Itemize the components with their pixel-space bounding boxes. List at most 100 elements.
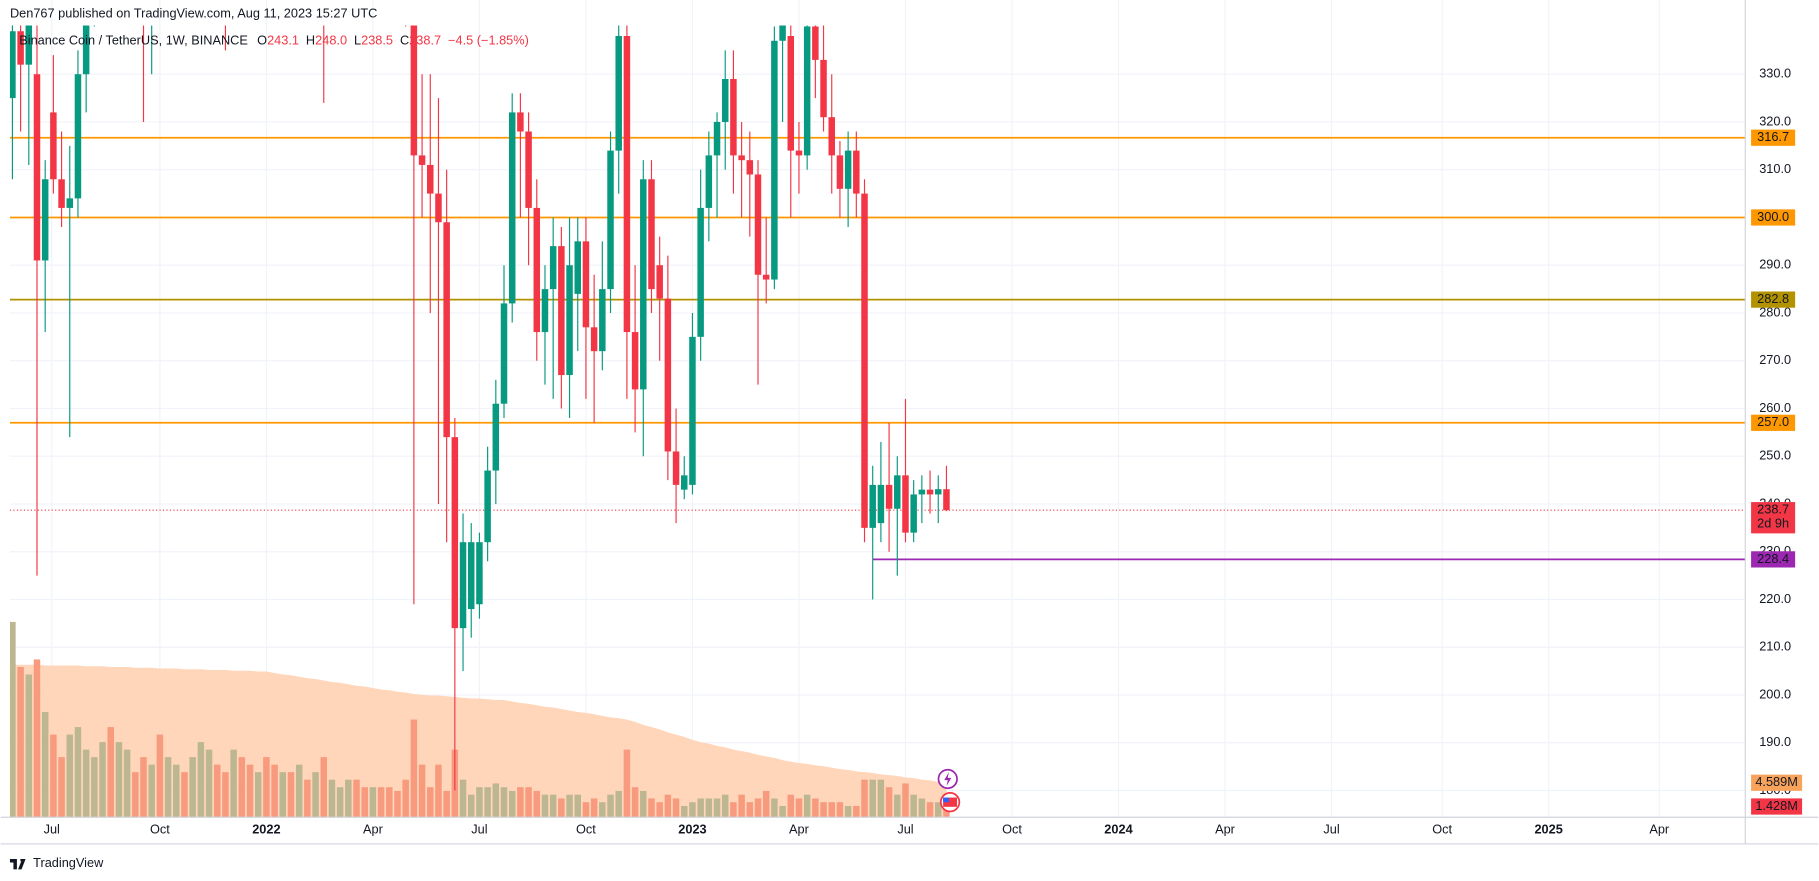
volume-bar	[312, 772, 319, 818]
candle-body	[590, 327, 598, 352]
y-tick-label: 280.0	[1759, 304, 1791, 319]
volume-bar	[107, 727, 114, 818]
x-tick-label: Oct	[1002, 821, 1022, 836]
x-tick-label: Apr	[1215, 821, 1236, 836]
legend-key: H	[306, 33, 315, 48]
axes: 180.0190.0200.0210.0220.0230.0240.0250.0…	[0, 0, 1819, 845]
volume-bar	[640, 790, 647, 818]
candle-body	[705, 155, 713, 208]
volume-bar	[394, 790, 401, 818]
legend-key: C	[400, 33, 409, 48]
candle-body	[484, 470, 491, 543]
volume-bar	[353, 779, 360, 818]
volume-bar	[263, 757, 270, 818]
volume-bar	[566, 794, 573, 818]
volume-bar	[853, 805, 860, 818]
volume-bar	[574, 794, 581, 818]
candle-body	[492, 403, 500, 471]
legend: Binance Coin / TetherUS, 1W, BINANCE O243…	[19, 33, 529, 48]
volume-bar	[713, 798, 721, 818]
candle-body	[836, 155, 844, 189]
candle-body	[885, 484, 893, 509]
volume-bar	[779, 805, 786, 818]
candle-body	[566, 265, 573, 376]
level-label: 257.0	[1757, 414, 1789, 429]
candle-body	[517, 112, 524, 132]
volume-bar	[304, 779, 311, 818]
volume-bar	[787, 794, 795, 818]
y-tick-label: 330.0	[1759, 66, 1791, 81]
volume-bar	[17, 666, 24, 818]
volume-bar	[336, 787, 344, 818]
volume-bar	[99, 742, 106, 818]
candle-body	[541, 289, 549, 333]
x-tick-label: Oct	[1432, 821, 1452, 836]
support-label: 228.4	[1757, 551, 1789, 566]
candle-body	[41, 179, 49, 261]
candle-body	[631, 332, 639, 390]
volume-bar	[582, 802, 590, 818]
candle-body	[681, 475, 688, 490]
volume-bar	[25, 674, 33, 818]
volume-bar	[467, 794, 475, 818]
candle-body	[50, 112, 57, 180]
volume-bar	[197, 742, 205, 818]
volume-bar	[476, 787, 483, 818]
volume-bar	[762, 790, 770, 818]
candle-body	[697, 207, 704, 337]
y-tick-label: 290.0	[1759, 257, 1791, 272]
volume-bar	[410, 719, 418, 818]
legend-key: O	[257, 33, 267, 48]
flag	[943, 797, 958, 807]
candle-body	[721, 78, 729, 122]
volume-bar	[58, 757, 65, 818]
volume-bar	[91, 757, 98, 818]
volume-bar	[222, 772, 229, 818]
volume-bar	[271, 764, 278, 818]
candle-body	[467, 542, 475, 610]
volume-bar	[877, 779, 885, 818]
volume-bar	[820, 802, 827, 818]
volume-bar	[41, 712, 49, 818]
x-tick-label: Apr	[789, 821, 810, 836]
candle-body	[877, 484, 885, 524]
volume-bar	[140, 757, 147, 818]
volume-bar	[795, 798, 803, 818]
candle-body	[648, 179, 655, 290]
candle-body	[410, 25, 418, 156]
volume-bar	[500, 787, 508, 818]
volume-bar	[590, 798, 598, 818]
candle-body	[918, 489, 926, 495]
volume-bar	[902, 783, 909, 818]
y-tick-label: 200.0	[1759, 686, 1791, 701]
volume-bar	[427, 787, 434, 818]
volume-bar	[517, 787, 524, 818]
candle-body	[820, 59, 827, 118]
volume-bar	[320, 757, 328, 818]
legend-key: L	[354, 33, 361, 48]
candle-body	[935, 489, 942, 495]
y-tick-label: 210.0	[1759, 639, 1791, 654]
volume-bar	[295, 764, 303, 818]
candle-body	[58, 179, 65, 208]
x-tick-label: Apr	[1649, 821, 1670, 836]
volume-bar	[558, 798, 565, 818]
legend-value: 248.0	[315, 33, 347, 48]
volume-bar	[599, 802, 606, 818]
volume-ma-box	[1751, 774, 1803, 791]
candle-body	[689, 336, 696, 485]
logo	[9, 858, 26, 870]
candle-body	[435, 193, 442, 223]
candle-body	[943, 489, 950, 511]
volume-bar	[33, 659, 41, 818]
candle-body	[894, 475, 901, 509]
volume-bar	[156, 734, 164, 818]
volume-bar	[369, 787, 377, 818]
candle-body	[795, 150, 803, 156]
candle-body	[418, 155, 426, 165]
volume-bar	[238, 757, 246, 818]
x-tick-label: Jul	[897, 821, 913, 836]
candle-body	[33, 74, 41, 261]
volume-bar	[246, 764, 254, 818]
candle-body	[476, 542, 483, 605]
